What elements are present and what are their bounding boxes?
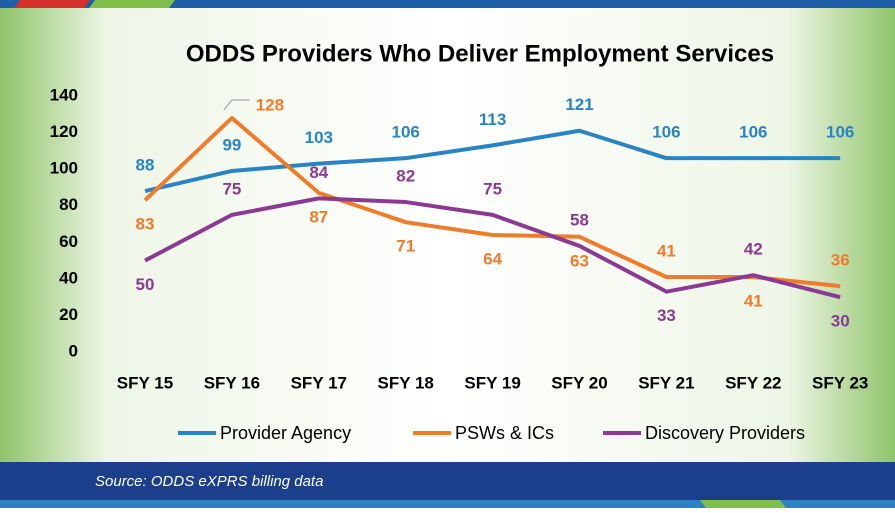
data-label: 58 — [570, 210, 589, 229]
data-label: 106 — [392, 123, 420, 142]
data-label: 83 — [136, 215, 155, 234]
x-tick-label: SFY 16 — [204, 373, 260, 392]
data-label: 121 — [565, 95, 593, 114]
data-label: 41 — [657, 242, 676, 261]
x-tick-label: SFY 20 — [551, 373, 607, 392]
x-tick-label: SFY 23 — [812, 373, 868, 392]
x-tick-label: SFY 19 — [464, 373, 520, 392]
top-strip — [0, 0, 895, 8]
x-tick-label: SFY 17 — [291, 373, 347, 392]
data-label: 103 — [305, 128, 333, 147]
footer-band — [0, 462, 895, 500]
data-label: 36 — [831, 251, 850, 270]
data-label: 30 — [831, 312, 850, 331]
data-label: 71 — [396, 237, 415, 256]
y-tick-label: 100 — [50, 159, 78, 178]
data-label: 128 — [256, 95, 284, 114]
data-label: 88 — [136, 156, 155, 175]
data-label: 113 — [479, 110, 506, 129]
data-label: 99 — [222, 135, 241, 154]
y-tick-label: 0 — [69, 341, 78, 360]
x-tick-label: SFY 18 — [378, 373, 434, 392]
data-label: 41 — [744, 292, 763, 311]
data-label: 84 — [309, 163, 328, 182]
leader-line — [223, 99, 250, 111]
legend-label: PSWs & ICs — [455, 423, 554, 443]
series-line — [144, 196, 841, 300]
legend-label: Discovery Providers — [645, 423, 805, 443]
top-strip-green — [89, 0, 175, 8]
data-label: 87 — [309, 207, 328, 226]
bottom-strip — [0, 500, 895, 508]
data-label: 82 — [396, 167, 415, 186]
y-tick-label: 120 — [50, 122, 78, 141]
x-tick-label: SFY 22 — [725, 373, 781, 392]
data-label: 106 — [826, 123, 854, 142]
series-line — [144, 128, 841, 194]
x-tick-label: SFY 15 — [117, 373, 173, 392]
data-label: 106 — [652, 123, 680, 142]
top-strip-red — [14, 0, 90, 8]
bottom-strip-green — [700, 500, 786, 508]
data-label: 75 — [483, 179, 502, 198]
chart-title: ODDS Providers Who Deliver Employment Se… — [186, 40, 774, 67]
y-tick-label: 60 — [59, 232, 78, 251]
data-label: 50 — [136, 275, 155, 294]
series-line — [143, 115, 841, 289]
y-tick-label: 40 — [59, 268, 78, 287]
source: Source: ODDS eXPRS billing data — [95, 473, 323, 490]
y-tick-label: 80 — [59, 195, 78, 214]
data-label: 75 — [222, 179, 241, 198]
data-label: 106 — [739, 123, 767, 142]
data-label: 42 — [744, 240, 763, 259]
x-tick-label: SFY 21 — [638, 373, 694, 392]
data-label: 64 — [483, 249, 502, 268]
y-tick-label: 140 — [50, 85, 78, 104]
data-label: 63 — [570, 251, 589, 270]
legend-label: Provider Agency — [220, 423, 351, 443]
data-label: 33 — [657, 306, 676, 325]
y-tick-label: 20 — [59, 305, 78, 324]
